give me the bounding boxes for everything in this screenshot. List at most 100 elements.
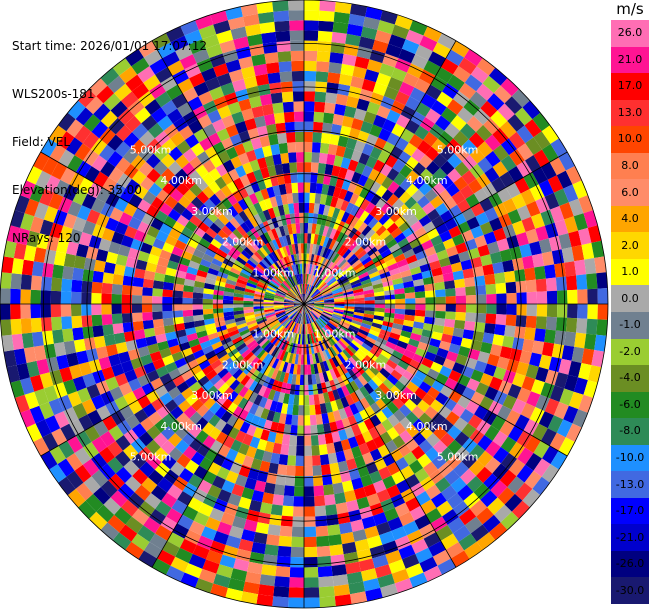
velocity-gate	[433, 167, 448, 182]
velocity-gate	[202, 34, 220, 49]
velocity-gate	[180, 20, 199, 36]
velocity-gate	[332, 367, 341, 379]
velocity-gate	[336, 387, 346, 399]
velocity-gate	[306, 253, 310, 264]
velocity-gate	[277, 314, 287, 321]
velocity-gate	[448, 369, 462, 383]
velocity-gate	[273, 347, 281, 359]
velocity-gate	[23, 346, 37, 363]
velocity-gate	[238, 345, 249, 355]
velocity-gate	[516, 387, 531, 403]
velocity-gate	[378, 128, 392, 142]
velocity-gate	[414, 315, 425, 323]
velocity-gate	[196, 404, 210, 417]
velocity-gate	[349, 342, 360, 352]
velocity-gate	[348, 227, 358, 239]
velocity-gate	[294, 301, 304, 304]
velocity-gate	[181, 387, 194, 400]
velocity-gate	[325, 324, 335, 333]
velocity-gate	[295, 374, 301, 385]
velocity-gate	[285, 383, 292, 395]
velocity-gate	[322, 371, 330, 383]
velocity-gate	[327, 452, 338, 465]
velocity-gate	[347, 327, 359, 335]
velocity-gate	[169, 344, 181, 355]
velocity-gate	[361, 282, 373, 289]
velocity-gate	[235, 120, 248, 134]
velocity-gate	[485, 283, 497, 295]
velocity-gate	[112, 532, 132, 550]
velocity-gate	[253, 169, 264, 181]
colorbar-cell	[611, 312, 649, 340]
velocity-gate	[268, 462, 279, 475]
velocity-gate	[442, 509, 459, 525]
velocity-gate	[509, 348, 523, 362]
velocity-gate	[333, 254, 343, 265]
velocity-gate	[564, 261, 577, 277]
velocity-gate	[189, 381, 202, 394]
velocity-gate	[470, 66, 489, 84]
velocity-gate	[189, 520, 206, 536]
velocity-gate	[162, 317, 174, 327]
velocity-gate	[446, 454, 462, 470]
velocity-gate	[6, 225, 21, 243]
velocity-gate	[318, 444, 328, 456]
velocity-gate	[323, 307, 334, 311]
velocity-gate	[248, 95, 262, 109]
velocity-gate	[270, 320, 280, 328]
velocity-gate	[349, 192, 360, 205]
velocity-gate	[192, 309, 204, 316]
velocity-gate	[369, 92, 384, 106]
velocity-gate	[51, 428, 68, 446]
velocity-gate	[454, 146, 470, 162]
velocity-gate	[178, 399, 191, 413]
velocity-gate	[309, 182, 317, 194]
velocity-gate	[344, 298, 355, 302]
velocity-gate	[304, 304, 314, 307]
velocity-gate	[475, 382, 490, 396]
velocity-gate	[298, 313, 302, 324]
velocity-gate	[477, 157, 493, 173]
velocity-gate	[423, 60, 441, 76]
velocity-gate	[284, 121, 295, 133]
velocity-gate	[536, 291, 548, 304]
velocity-gate	[277, 204, 285, 216]
velocity-gate	[568, 360, 582, 378]
velocity-gate	[291, 374, 297, 385]
velocity-gate	[363, 313, 375, 319]
velocity-gate	[285, 213, 292, 225]
velocity-gate	[275, 195, 283, 207]
velocity-gate	[244, 337, 255, 346]
velocity-gate	[414, 226, 427, 239]
velocity-gate	[242, 455, 254, 468]
range-label: 5.00km	[130, 144, 172, 157]
velocity-gate	[162, 281, 174, 291]
velocity-gate	[296, 297, 304, 304]
velocity-gate	[334, 304, 345, 307]
velocity-gate	[101, 304, 112, 315]
velocity-gate	[244, 118, 257, 131]
velocity-gate	[378, 213, 390, 226]
velocity-gate	[240, 3, 258, 17]
velocity-gate	[356, 496, 370, 510]
velocity-gate	[476, 58, 496, 76]
velocity-gate	[120, 360, 134, 373]
velocity-gate	[441, 107, 458, 123]
velocity-gate	[75, 160, 92, 178]
velocity-gate	[431, 215, 445, 228]
velocity-gate	[301, 263, 304, 274]
velocity-gate	[328, 534, 342, 546]
velocity-gate	[315, 278, 322, 288]
velocity-gate	[535, 278, 547, 292]
velocity-gate	[549, 432, 566, 451]
velocity-gate	[301, 283, 304, 294]
velocity-gate	[236, 358, 247, 369]
velocity-gate	[454, 319, 466, 330]
velocity-gate	[351, 230, 362, 241]
velocity-gate	[96, 405, 111, 421]
field-label: Field: VEL	[12, 135, 71, 149]
range-label: 4.00km	[406, 174, 448, 187]
velocity-gate	[210, 10, 228, 25]
velocity-gate	[333, 293, 344, 298]
colorbar-tick-label: 8.0	[621, 159, 639, 172]
